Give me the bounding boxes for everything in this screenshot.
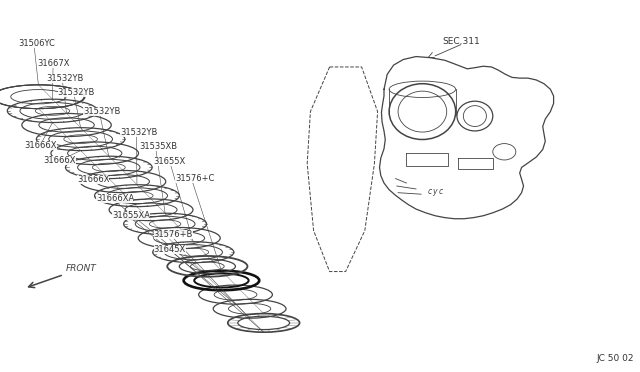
Text: FRONT: FRONT (66, 264, 97, 273)
Text: 31655XA: 31655XA (112, 211, 150, 220)
Text: 31576+B: 31576+B (154, 230, 193, 239)
Text: JC 50 02: JC 50 02 (596, 354, 634, 363)
Text: 31655X: 31655X (154, 157, 186, 166)
Text: 31666X: 31666X (77, 175, 109, 184)
Text: 31532YB: 31532YB (120, 128, 157, 137)
Text: 31666X: 31666X (44, 156, 76, 165)
Text: 31532YB: 31532YB (83, 107, 120, 116)
Text: 31666X: 31666X (24, 141, 57, 150)
Text: SEC.311: SEC.311 (442, 37, 479, 46)
Text: 31576+C: 31576+C (175, 174, 215, 183)
Text: 31535XB: 31535XB (140, 142, 178, 151)
Text: 31532YB: 31532YB (58, 88, 95, 97)
Text: 31506YC: 31506YC (18, 39, 55, 48)
Text: $c\,y\,c$: $c\,y\,c$ (427, 187, 444, 198)
Text: 31645X: 31645X (154, 245, 186, 254)
Text: 31667X: 31667X (37, 59, 70, 68)
Text: 31532YB: 31532YB (46, 74, 83, 83)
Text: 31666XA: 31666XA (96, 194, 134, 203)
